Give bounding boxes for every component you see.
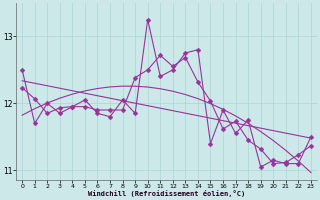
X-axis label: Windchill (Refroidissement éolien,°C): Windchill (Refroidissement éolien,°C) [88,190,245,197]
